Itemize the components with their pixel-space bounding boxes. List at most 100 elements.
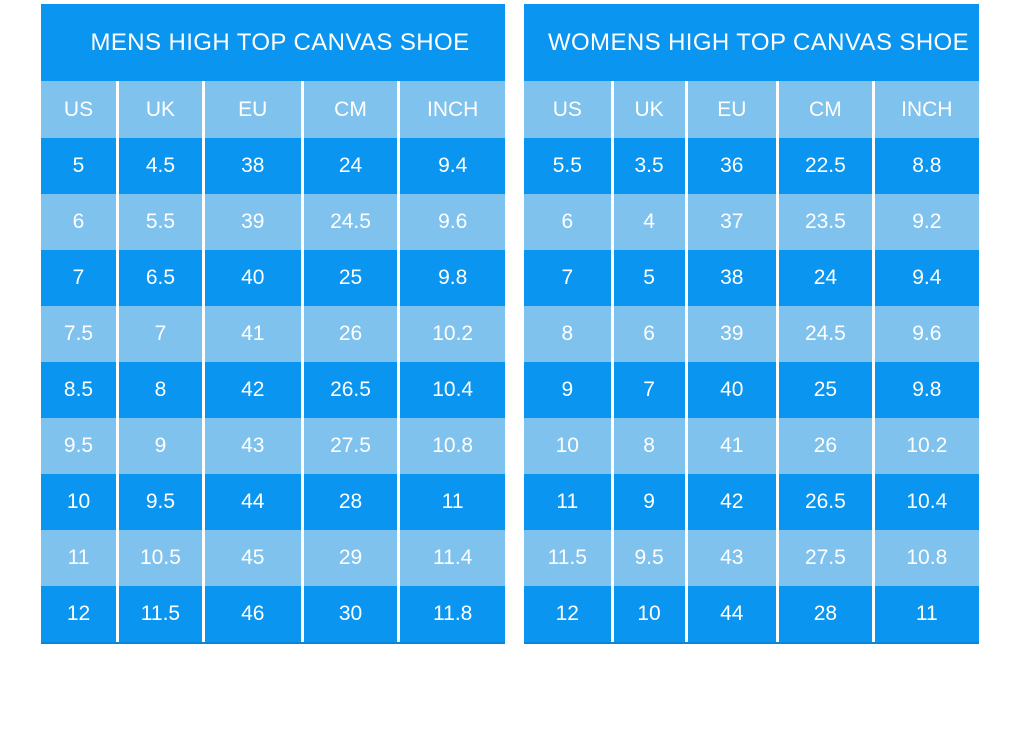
table-cell: 9.5 [119, 474, 202, 530]
table-cell: 8 [119, 362, 202, 418]
table-cell: 40 [204, 250, 301, 306]
table-row: 9 7 40 25 9.8 [524, 362, 979, 418]
table-cell: 22.5 [779, 138, 872, 194]
table-cell: 28 [303, 474, 398, 530]
table-cell: 24.5 [779, 306, 872, 362]
table-row: 7 5 38 24 9.4 [524, 250, 979, 306]
table-cell: 26 [303, 306, 398, 362]
table-cell: 9.6 [400, 194, 505, 250]
mens-column-header-inch: INCH [400, 81, 505, 138]
table-row: 10 8 41 26 10.2 [524, 418, 979, 474]
table-row: 7 6.5 40 25 9.8 [41, 250, 505, 306]
table-cell: 46 [204, 586, 301, 642]
table-cell: 24.5 [303, 194, 398, 250]
table-row: 8.5 8 42 26.5 10.4 [41, 362, 505, 418]
table-row: 12 11.5 46 30 11.8 [41, 586, 505, 642]
table-row: 12 10 44 28 11 [524, 586, 979, 642]
table-cell: 10.8 [874, 530, 979, 586]
table-cell: 41 [204, 306, 301, 362]
table-cell: 27.5 [303, 418, 398, 474]
table-cell: 6 [41, 194, 116, 250]
table-row: 5.5 3.5 36 22.5 8.8 [524, 138, 979, 194]
table-row: 9.5 9 43 27.5 10.8 [41, 418, 505, 474]
table-cell: 11.4 [400, 530, 505, 586]
womens-table-title: WOMENS HIGH TOP CANVAS SHOE [524, 4, 979, 81]
womens-table-header-row: US UK EU CM INCH [524, 81, 979, 138]
mens-column-header-uk: UK [119, 81, 202, 138]
table-cell: 37 [687, 194, 777, 250]
table-cell: 9.2 [874, 194, 979, 250]
womens-column-header-uk: UK [613, 81, 685, 138]
table-cell: 39 [687, 306, 777, 362]
table-cell: 6 [524, 194, 611, 250]
womens-size-table: WOMENS HIGH TOP CANVAS SHOE US UK EU CM … [524, 4, 979, 644]
table-cell: 7 [524, 250, 611, 306]
mens-table-title: MENS HIGH TOP CANVAS SHOE [41, 4, 505, 81]
table-row: 11 10.5 45 29 11.4 [41, 530, 505, 586]
table-cell: 10.4 [874, 474, 979, 530]
table-cell: 9.6 [874, 306, 979, 362]
table-cell: 11 [400, 474, 505, 530]
table-cell: 9.5 [41, 418, 116, 474]
table-cell: 44 [204, 474, 301, 530]
table-cell: 26 [779, 418, 872, 474]
table-row: 8 6 39 24.5 9.6 [524, 306, 979, 362]
table-cell: 5.5 [524, 138, 611, 194]
mens-table-body: 5 4.5 38 24 9.4 6 5.5 39 24.5 9.6 7 6.5 40 25 9.8 7.5 7 4… [41, 138, 505, 642]
table-cell: 27.5 [779, 530, 872, 586]
table-cell: 5 [613, 250, 685, 306]
table-cell: 10.5 [119, 530, 202, 586]
table-cell: 11.8 [400, 586, 505, 642]
table-cell: 45 [204, 530, 301, 586]
table-cell: 5.5 [119, 194, 202, 250]
mens-column-header-cm: CM [303, 81, 398, 138]
table-cell: 11 [524, 474, 611, 530]
table-cell: 9.8 [400, 250, 505, 306]
table-cell: 9.4 [400, 138, 505, 194]
table-cell: 10.2 [874, 418, 979, 474]
table-cell: 11 [41, 530, 116, 586]
mens-size-table: MENS HIGH TOP CANVAS SHOE US UK EU CM IN… [41, 4, 505, 644]
table-cell: 9.4 [874, 250, 979, 306]
table-cell: 38 [204, 138, 301, 194]
table-cell: 12 [41, 586, 116, 642]
womens-column-header-inch: INCH [874, 81, 979, 138]
table-cell: 12 [524, 586, 611, 642]
womens-column-header-cm: CM [779, 81, 872, 138]
mens-column-header-eu: EU [204, 81, 301, 138]
table-cell: 40 [687, 362, 777, 418]
table-cell: 30 [303, 586, 398, 642]
table-cell: 43 [204, 418, 301, 474]
table-row: 10 9.5 44 28 11 [41, 474, 505, 530]
table-cell: 24 [779, 250, 872, 306]
table-cell: 4.5 [119, 138, 202, 194]
table-cell: 9 [119, 418, 202, 474]
table-cell: 43 [687, 530, 777, 586]
table-cell: 26.5 [303, 362, 398, 418]
table-cell: 11.5 [119, 586, 202, 642]
womens-column-header-eu: EU [687, 81, 777, 138]
table-cell: 8.5 [41, 362, 116, 418]
table-cell: 28 [779, 586, 872, 642]
table-cell: 10 [613, 586, 685, 642]
table-cell: 41 [687, 418, 777, 474]
table-cell: 7 [41, 250, 116, 306]
table-cell: 11 [874, 586, 979, 642]
table-cell: 8.8 [874, 138, 979, 194]
table-cell: 44 [687, 586, 777, 642]
table-cell: 23.5 [779, 194, 872, 250]
table-row: 6 5.5 39 24.5 9.6 [41, 194, 505, 250]
table-cell: 42 [204, 362, 301, 418]
table-cell: 3.5 [613, 138, 685, 194]
table-cell: 10.4 [400, 362, 505, 418]
table-row: 5 4.5 38 24 9.4 [41, 138, 505, 194]
table-cell: 7 [119, 306, 202, 362]
table-cell: 9 [524, 362, 611, 418]
womens-table-body: 5.5 3.5 36 22.5 8.8 6 4 37 23.5 9.2 7 5 38 24 9.4 8 6 39 2… [524, 138, 979, 642]
table-cell: 6 [613, 306, 685, 362]
table-cell: 42 [687, 474, 777, 530]
table-cell: 10 [41, 474, 116, 530]
table-cell: 25 [303, 250, 398, 306]
table-cell: 4 [613, 194, 685, 250]
